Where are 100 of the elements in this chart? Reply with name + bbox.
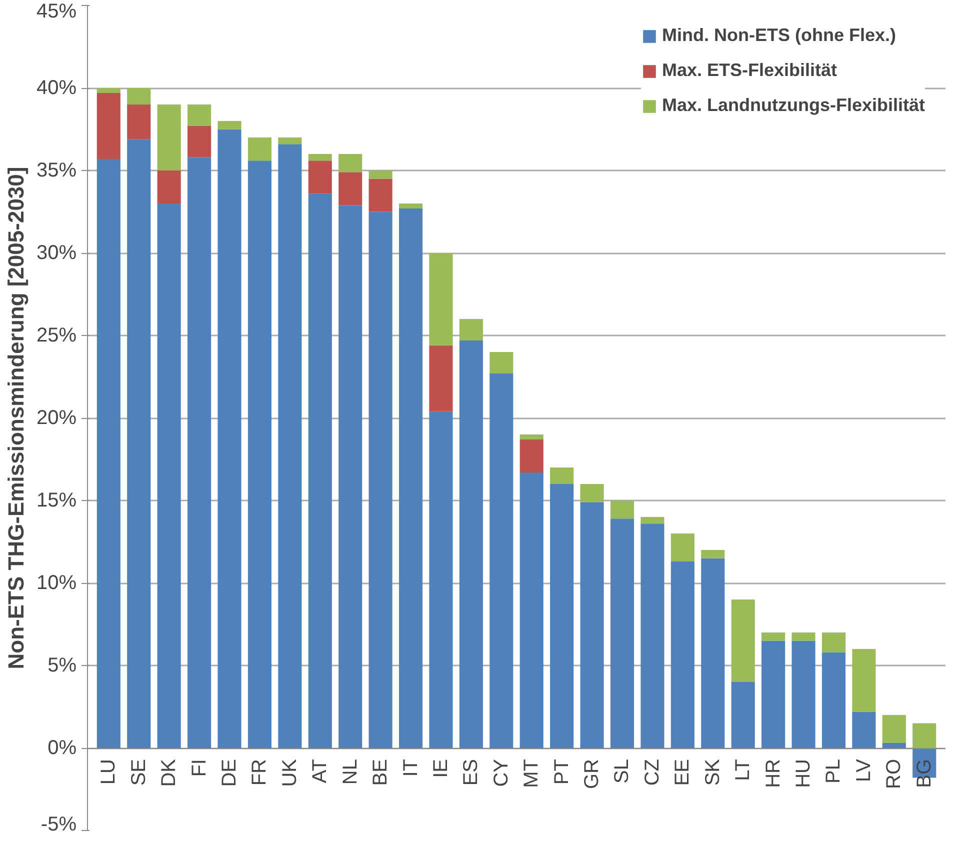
x-tick-label: SK bbox=[702, 758, 724, 786]
bar bbox=[731, 600, 755, 682]
bar bbox=[127, 104, 151, 140]
bar bbox=[762, 640, 786, 748]
bar bbox=[912, 723, 936, 748]
x-tick-label: MT bbox=[520, 758, 543, 788]
y-tick-label: -5% bbox=[40, 814, 77, 836]
bar bbox=[218, 129, 242, 748]
bar bbox=[218, 121, 242, 130]
bar bbox=[338, 205, 362, 748]
bar bbox=[248, 160, 272, 748]
bar bbox=[762, 632, 786, 641]
bar bbox=[157, 104, 181, 170]
x-tick-label: GR bbox=[581, 759, 604, 789]
y-tick-label: 35% bbox=[36, 160, 77, 182]
bar bbox=[338, 172, 362, 206]
x-tick-label: LV bbox=[852, 758, 875, 782]
bar bbox=[157, 204, 181, 748]
bar bbox=[731, 682, 755, 748]
bar bbox=[882, 715, 906, 744]
y-tick-label: 10% bbox=[36, 572, 77, 594]
bar bbox=[188, 104, 212, 126]
x-tick-label: CZ bbox=[641, 758, 664, 786]
bar bbox=[520, 472, 544, 748]
x-tick-label: PT bbox=[550, 758, 573, 785]
bar bbox=[429, 253, 453, 346]
x-tick-label: BE bbox=[370, 758, 392, 786]
x-tick-label: ES bbox=[460, 758, 482, 786]
bar bbox=[640, 524, 664, 748]
bar bbox=[640, 517, 664, 524]
bar bbox=[308, 160, 332, 194]
bar bbox=[368, 212, 392, 748]
bar bbox=[822, 632, 846, 652]
bar bbox=[188, 157, 212, 748]
bar bbox=[398, 208, 423, 748]
bar bbox=[429, 345, 453, 412]
bar bbox=[550, 484, 574, 748]
bar bbox=[792, 640, 816, 748]
bar bbox=[610, 500, 634, 519]
x-tick-label: FR bbox=[248, 758, 271, 786]
bar bbox=[308, 194, 332, 748]
x-tick-label: AT bbox=[309, 758, 332, 784]
legend-label: Mind. Non-ETS (ohne Flex.) bbox=[662, 25, 896, 46]
x-tick-label: IE bbox=[430, 758, 452, 778]
bar bbox=[792, 632, 816, 641]
y-tick-label: 15% bbox=[36, 490, 77, 512]
x-tick-label: SL bbox=[611, 758, 634, 784]
x-tick-label: LU bbox=[98, 758, 120, 785]
legend-label: Max. Landnutzungs-Flexibilität bbox=[662, 95, 925, 116]
x-tick-label: EE bbox=[672, 758, 694, 786]
bar bbox=[701, 550, 725, 558]
bar bbox=[278, 138, 302, 144]
x-tick-label: PL bbox=[822, 758, 845, 784]
x-tick-label: CY bbox=[490, 758, 512, 787]
y-tick-label: 45% bbox=[36, 0, 77, 22]
bar bbox=[490, 373, 514, 748]
x-tick-label: IT bbox=[400, 758, 422, 777]
bar bbox=[822, 652, 846, 748]
bar bbox=[368, 178, 392, 212]
bar bbox=[459, 340, 483, 748]
bar bbox=[459, 319, 483, 340]
legend-label: Max. ETS-Flexibilität bbox=[662, 60, 838, 81]
x-tick-label: FI bbox=[188, 758, 210, 777]
bar bbox=[157, 170, 181, 204]
x-tick-label: DE bbox=[218, 758, 240, 787]
x-tick-label: BG bbox=[913, 758, 936, 788]
bar bbox=[520, 439, 544, 472]
bar bbox=[580, 484, 604, 502]
bar bbox=[338, 154, 362, 172]
x-tick-label: DK bbox=[158, 758, 180, 787]
bar bbox=[398, 204, 423, 208]
x-tick-label: RO bbox=[883, 759, 906, 789]
x-tick-label: LT bbox=[732, 758, 754, 781]
bar bbox=[368, 170, 392, 179]
y-tick-label: 30% bbox=[36, 242, 77, 264]
bar bbox=[127, 139, 151, 748]
bar bbox=[96, 92, 120, 159]
bar bbox=[852, 649, 876, 712]
bar bbox=[490, 352, 514, 374]
bar bbox=[127, 88, 151, 104]
x-tick-label: UK bbox=[278, 758, 301, 787]
bar bbox=[429, 411, 453, 748]
bar bbox=[278, 144, 302, 748]
bar bbox=[701, 558, 725, 748]
x-tick-label: HU bbox=[792, 758, 815, 788]
bar bbox=[188, 126, 212, 158]
y-tick-label: 20% bbox=[36, 407, 77, 429]
x-tick-label: HR bbox=[762, 758, 784, 788]
bar bbox=[308, 154, 332, 161]
y-tick-label: 25% bbox=[36, 324, 77, 346]
y-axis-title: Non-ETS THG-Emissionsminderung [2005-2030] bbox=[3, 166, 28, 670]
x-tick-label: NL bbox=[339, 758, 362, 785]
bar bbox=[248, 138, 272, 161]
bar bbox=[882, 743, 906, 748]
bar bbox=[670, 562, 694, 748]
bar bbox=[520, 434, 544, 440]
x-tick-label: SE bbox=[128, 758, 150, 786]
bar bbox=[550, 468, 574, 484]
y-tick-label: 0% bbox=[48, 737, 77, 759]
bar bbox=[96, 158, 120, 748]
